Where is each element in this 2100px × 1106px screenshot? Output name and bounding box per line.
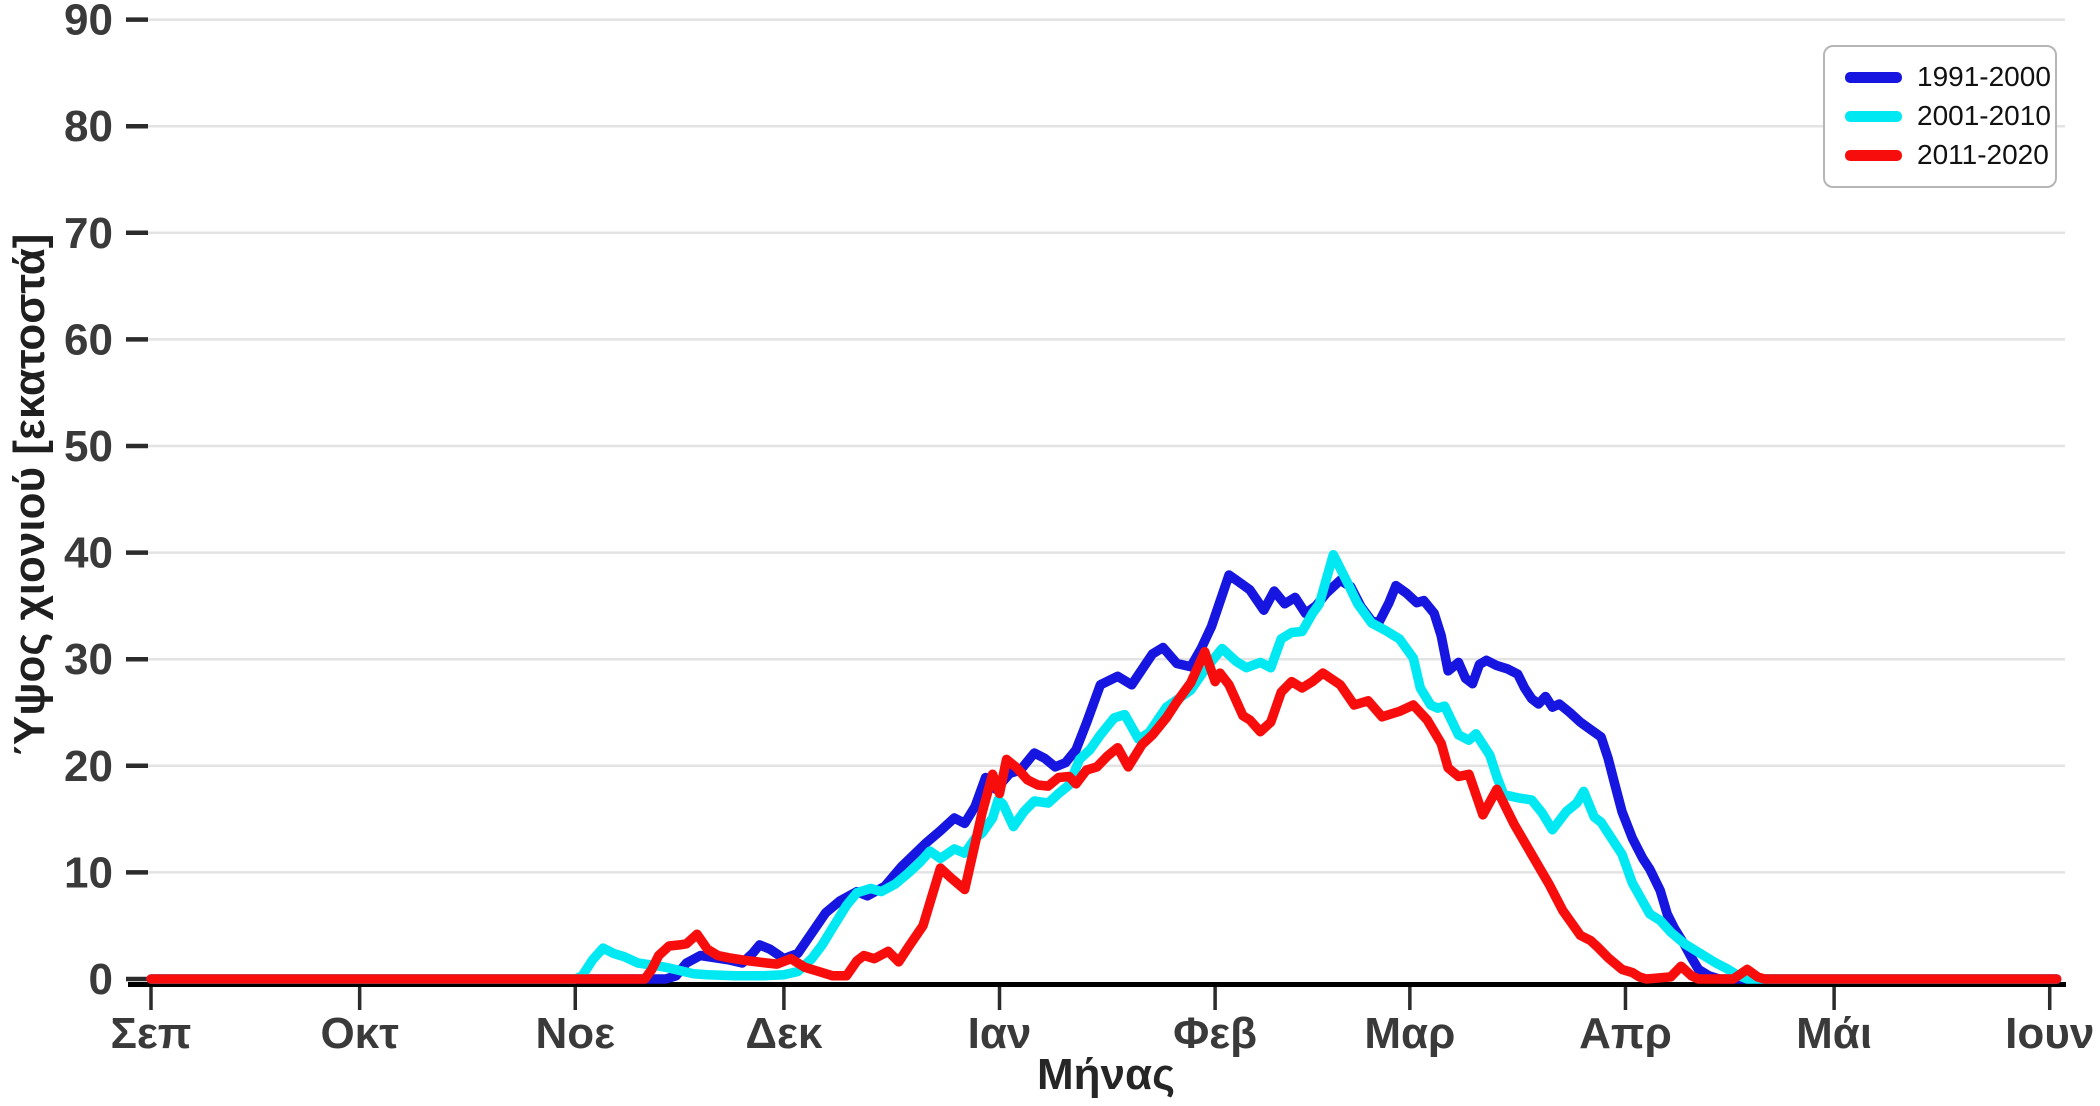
y-tick-label-40: 40 <box>64 529 113 578</box>
series-line-1991-2000 <box>146 570 2062 984</box>
y-tick-label-60: 60 <box>64 315 113 364</box>
x-axis-title: Μήνας <box>1037 1050 1175 1099</box>
legend-item: 1991-2000 <box>1845 63 2055 91</box>
legend-item: 2001-2010 <box>1845 102 2055 130</box>
legend-swatch-2001-2010 <box>1845 110 1902 122</box>
x-tick-label-Οκτ: Οκτ <box>320 1009 398 1058</box>
x-tick-label-Μαρ: Μαρ <box>1364 1009 1455 1058</box>
x-tick-label-Νοε: Νοε <box>535 1009 615 1058</box>
legend-label: 1991-2000 <box>1917 61 2051 92</box>
legend-label: 2011-2020 <box>1917 139 2049 170</box>
y-tick-label-30: 30 <box>64 635 113 684</box>
legend-swatch-2011-2020 <box>1845 149 1902 161</box>
y-tick-label-70: 70 <box>64 209 113 258</box>
y-tick-label-90: 90 <box>64 0 113 45</box>
series-line-2001-2010 <box>146 549 2062 984</box>
y-tick-label-50: 50 <box>64 422 113 471</box>
legend-item: 2011-2020 <box>1845 141 2055 169</box>
x-tick-label-Απρ: Απρ <box>1579 1009 1672 1058</box>
y-axis-title: Ύψος χιονιού [εκατοστά] <box>5 233 54 757</box>
series-line-2011-2020 <box>146 646 2062 984</box>
x-tick-label-Δεκ: Δεκ <box>745 1009 823 1058</box>
legend: 1991-2000 2001-2010 2011-2020 <box>1823 45 2057 188</box>
y-tick-label-20: 20 <box>64 742 113 791</box>
legend-swatch-1991-2000 <box>1845 71 1902 83</box>
y-tick-label-10: 10 <box>64 848 113 897</box>
x-tick-label-Ιαν: Ιαν <box>968 1009 1032 1058</box>
x-tick-label-Σεπ: Σεπ <box>111 1009 192 1058</box>
y-tick-label-0: 0 <box>89 955 113 1004</box>
x-tick-label-Ιουν: Ιουν <box>2005 1009 2094 1058</box>
x-tick-label-Μάι: Μάι <box>1796 1009 1872 1058</box>
legend-label: 2001-2010 <box>1917 100 2051 131</box>
y-tick-label-80: 80 <box>64 102 113 151</box>
x-tick-label-Φεβ: Φεβ <box>1173 1009 1257 1058</box>
